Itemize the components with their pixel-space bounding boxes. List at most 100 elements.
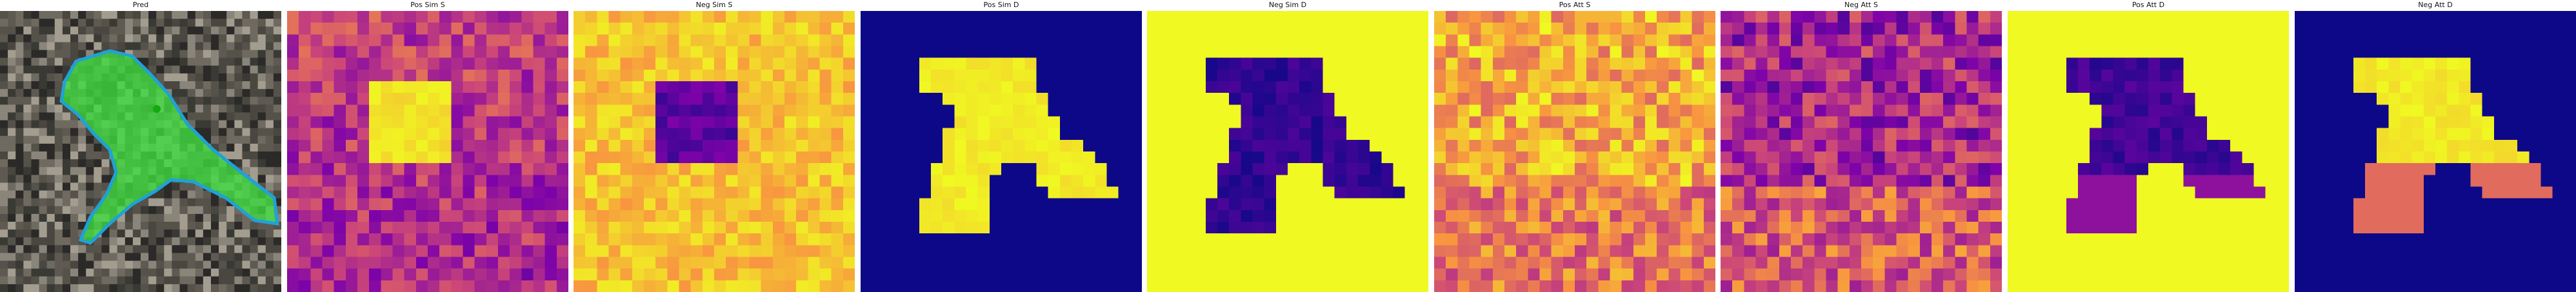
heatmap-cell [1264, 175, 1277, 187]
heatmap-cell [428, 151, 440, 164]
heatmap-cell [1504, 93, 1517, 105]
heatmap-cell [1657, 34, 1669, 46]
heatmap-cell [2206, 104, 2219, 117]
heatmap-cell [2564, 175, 2576, 187]
heatmap-cell [1791, 23, 1803, 35]
heatmap-cell [977, 93, 990, 105]
heatmap-cell [1943, 57, 1955, 70]
heatmap-cell [1657, 11, 1669, 23]
heatmap-cell [404, 81, 417, 93]
heatmap-cell [451, 128, 463, 141]
heatmap-cell [1610, 163, 1622, 175]
heatmap-cell [392, 222, 405, 234]
heatmap-cell [1299, 128, 1312, 141]
heatmap-cell [1990, 11, 2002, 23]
heatmap-cell [1024, 93, 1037, 105]
heatmap-cell [1334, 81, 1347, 93]
heatmap-cell [1095, 93, 1107, 105]
heatmap-cell [1311, 23, 1323, 35]
heatmap-cell [287, 222, 299, 234]
heatmap-cell [1013, 128, 1025, 141]
heatmap-cell [1130, 233, 1142, 246]
heatmap-cell [1610, 46, 1622, 59]
heatmap-cell [1528, 268, 1540, 281]
heatmap-cell [1481, 209, 1493, 222]
heatmap-cell [2008, 46, 2020, 59]
heatmap-cell [1703, 209, 1715, 222]
heatmap-cell [861, 257, 873, 269]
heatmap-cell [2206, 257, 2219, 269]
heatmap-cell [415, 11, 428, 23]
heatmap-cell [1755, 23, 1768, 35]
heatmap-cell [2230, 233, 2242, 246]
heatmap-cell [2353, 46, 2366, 59]
heatmap-cell [1598, 116, 1610, 129]
heatmap-cell [784, 198, 797, 211]
heatmap-cell [1668, 222, 1681, 234]
heatmap-cell [1013, 268, 1025, 281]
heatmap-cell [2148, 151, 2161, 164]
heatmap-cell [1586, 245, 1599, 257]
heatmap-cell [796, 116, 808, 129]
heatmap-cell [702, 268, 715, 281]
heatmap-cell [2265, 209, 2278, 222]
heatmap-cell [1837, 46, 1850, 59]
heatmap-cell [608, 128, 621, 141]
heatmap-cell [287, 34, 299, 46]
heatmap-cell [2517, 186, 2530, 199]
heatmap-cell [463, 175, 475, 187]
heatmap-cell [1767, 23, 1780, 35]
heatmap-cell [1504, 69, 1517, 82]
heatmap-cell [2265, 34, 2278, 46]
heatmap-cell [1252, 11, 1265, 23]
heatmap-cell [1434, 257, 1446, 269]
heatmap-cell [1311, 245, 1323, 257]
heatmap-cell [2517, 93, 2530, 105]
heatmap-cell [2435, 81, 2448, 93]
heatmap-cell [299, 69, 311, 82]
heatmap-cell [761, 93, 774, 105]
heatmap-cell [1955, 209, 1967, 222]
heatmap-cell [1932, 280, 1944, 292]
heatmap-cell [1492, 198, 1505, 211]
heatmap-cell [1908, 46, 1921, 59]
heatmap-cell [585, 222, 597, 234]
heatmap-cell [1586, 81, 1599, 93]
heatmap-cell [2447, 104, 2459, 117]
heatmap-cell [2564, 128, 2576, 141]
heatmap-cell [1814, 23, 1826, 35]
heatmap-cell [2482, 163, 2495, 175]
heatmap-cell [1645, 128, 1657, 141]
heatmap-cell [1645, 34, 1657, 46]
heatmap-cell [392, 175, 405, 187]
heatmap-cell [772, 116, 785, 129]
heatmap-cell [1943, 81, 1955, 93]
heatmap-cell [2172, 163, 2184, 175]
heatmap-cell [966, 151, 979, 164]
heatmap-cell [2195, 257, 2208, 269]
heatmap-cell [404, 198, 417, 211]
heatmap-cell [2541, 57, 2553, 70]
heatmap-cell [1404, 104, 1417, 117]
heatmap-cell [749, 11, 762, 23]
heatmap-cell [1118, 257, 1131, 269]
heatmap-cell [463, 93, 475, 105]
heatmap-cell [2160, 280, 2172, 292]
heatmap-cell [966, 139, 979, 152]
heatmap-cell [872, 139, 884, 152]
heatmap-cell [1404, 280, 1417, 292]
heatmap-cell [1645, 163, 1657, 175]
heatmap-cell [2482, 23, 2495, 35]
heatmap-cell [2101, 34, 2113, 46]
heatmap-cell [2160, 34, 2172, 46]
heatmap-cell [679, 128, 692, 141]
heatmap-cell [761, 280, 774, 292]
heatmap-cell [2253, 186, 2266, 199]
heatmap-cell [2101, 280, 2113, 292]
heatmap-cell [943, 257, 955, 269]
heatmap-cell [1551, 209, 1564, 222]
heatmap-cell [796, 23, 808, 35]
heatmap-cell [1680, 163, 1693, 175]
heatmap-cell [544, 104, 557, 117]
heatmap-cell [2459, 34, 2471, 46]
